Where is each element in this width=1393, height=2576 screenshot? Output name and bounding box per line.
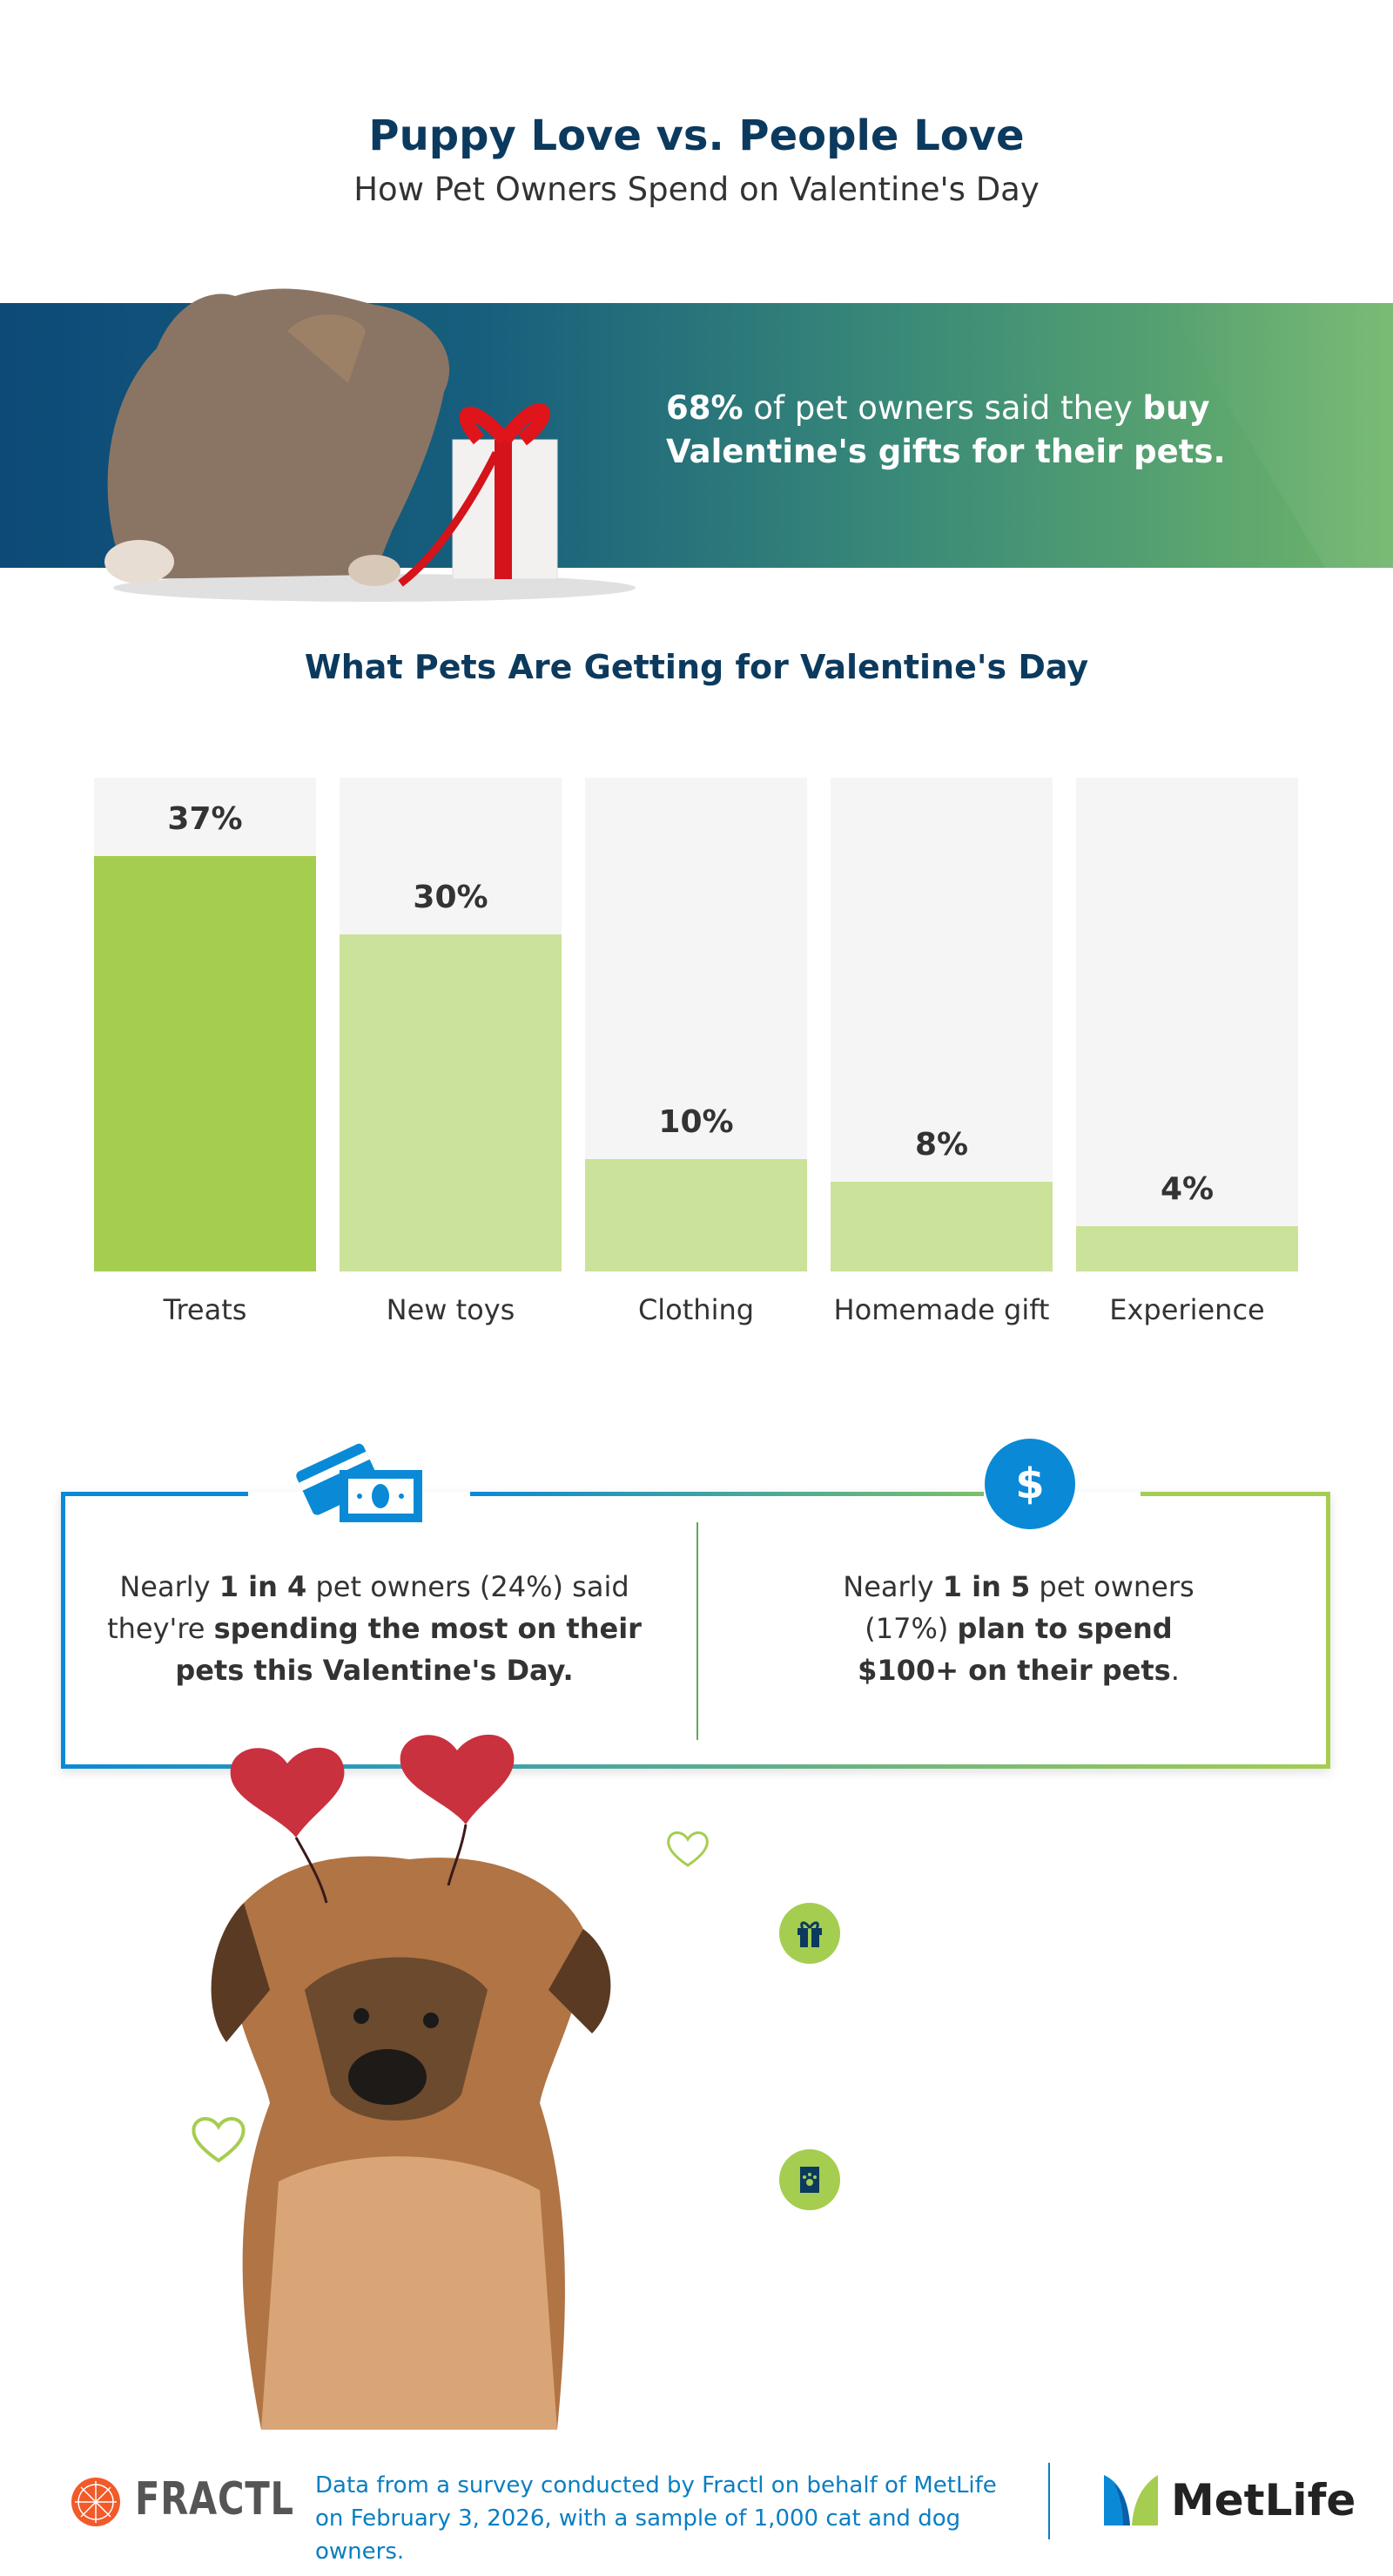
bar-experience — [1076, 1226, 1298, 1271]
heart-outline-icon — [667, 1831, 709, 1867]
bar-track: 8% — [831, 778, 1053, 1271]
dog-with-heart-headband-image — [211, 1734, 611, 2430]
bar-value-label: 8% — [914, 1126, 969, 1163]
bar-new-toys — [340, 934, 562, 1271]
category-label: Experience — [1109, 1293, 1265, 1326]
category-label: Treats — [163, 1293, 247, 1326]
vet-bill-stat: 2 in 3 pet owners (67%) said they'd skip… — [868, 2146, 1267, 2309]
bar-value-label: 37% — [167, 801, 243, 838]
heart-outline-icon — [192, 2117, 246, 2163]
spending-info-panel: Nearly 1 in 4 pet owners (24%) said they… — [61, 1492, 1330, 1769]
survey-source-note: Data from a survey conducted by Fractl o… — [315, 2472, 997, 2565]
category-label: Homemade gift — [833, 1293, 1050, 1326]
spend-100-stat: Nearly 1 in 5 pet owners (17%) plan to s… — [843, 1570, 1194, 1687]
bar-track: 37% — [94, 778, 316, 1271]
credit-card-cash-icon — [296, 1443, 422, 1522]
fractl-logo: FRACTL — [135, 2473, 294, 2525]
category-label: New toys — [386, 1293, 515, 1326]
pet-document-icon — [779, 2149, 840, 2210]
spending-most-stat: Nearly 1 in 4 pet owners (24%) said they… — [107, 1570, 642, 1687]
footer-divider — [1048, 2463, 1050, 2539]
metlife-logo: MetLife — [1171, 2475, 1356, 2525]
chart-title: What Pets Are Getting for Valentine's Da… — [304, 648, 1089, 686]
bar-value-label: 10% — [658, 1104, 734, 1141]
bar-value-label: 4% — [1160, 1171, 1215, 1208]
bar-treats — [94, 856, 316, 1271]
page-subtitle: How Pet Owners Spend on Valentine's Day — [353, 171, 1040, 208]
category-label: Clothing — [637, 1293, 755, 1326]
cat-with-gift-image — [104, 288, 636, 602]
bar-homemade-gift — [831, 1181, 1053, 1271]
metlife-logo-icon — [1104, 2475, 1158, 2525]
bar-track: 4% — [1076, 778, 1298, 1271]
bar-clothing — [585, 1159, 807, 1271]
situationship-stat: 29% of pet owners bought a Valentine's g… — [868, 1900, 1301, 2063]
gift-icon — [779, 1903, 840, 1964]
dollar-circle-icon: $ — [985, 1439, 1075, 1529]
bar-value-label: 30% — [413, 880, 488, 916]
fractl-logo-icon — [71, 2478, 120, 2526]
bar-track: 30% — [340, 778, 562, 1271]
gift-stat-text: 68% of pet owners said they buy Valentin… — [666, 389, 1226, 470]
page-title: Puppy Love vs. People Love — [368, 111, 1025, 160]
bar-track: 10% — [585, 778, 807, 1271]
